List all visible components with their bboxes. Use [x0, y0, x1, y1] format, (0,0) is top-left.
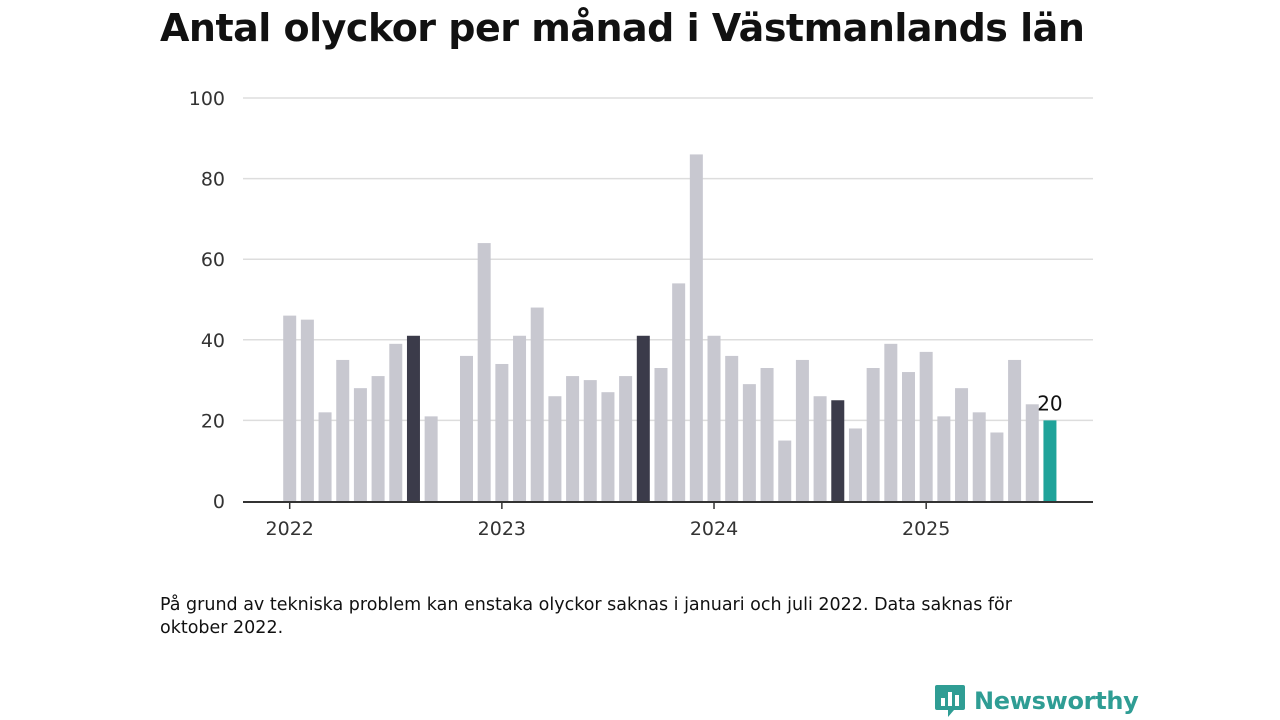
- bar-2024-12[interactable]: [902, 372, 915, 501]
- bar-2023-07[interactable]: [601, 392, 615, 501]
- bar-2025-01[interactable]: [919, 351, 933, 501]
- bar-2022-04[interactable]: [336, 359, 350, 501]
- bar-2023-06[interactable]: [583, 380, 597, 501]
- bar-2025-07[interactable]: [1025, 404, 1039, 501]
- y-tick-label: 20: [201, 410, 225, 432]
- bar-2023-04[interactable]: [548, 396, 562, 501]
- bar-2024-10[interactable]: [866, 368, 880, 501]
- newsworthy-logo-icon: [935, 685, 965, 717]
- x-tick-label: 2023: [478, 518, 526, 540]
- bar-2022-11[interactable]: [460, 355, 473, 501]
- bar-2024-04[interactable]: [760, 368, 774, 501]
- y-tick-label: 80: [201, 169, 225, 191]
- bar-2025-02[interactable]: [937, 416, 951, 501]
- bar-2024-09[interactable]: [848, 428, 862, 501]
- brand-logo[interactable]: Newsworthy: [934, 684, 1139, 718]
- bar-2024-03[interactable]: [742, 384, 756, 501]
- y-tick-label: 40: [201, 330, 225, 352]
- y-tick-label: 0: [213, 491, 225, 513]
- bar-2023-09[interactable]: [636, 335, 650, 501]
- bar-2025-06[interactable]: [1008, 359, 1022, 501]
- tick-labels: 0 20 40 60 80 100 20 2022 2023 2024 2025: [189, 88, 1063, 540]
- bar-2022-07[interactable]: [389, 343, 403, 501]
- bar-2024-01[interactable]: [707, 335, 721, 501]
- bar-chart: 0 20 40 60 80 100 20 2022 2023 2024 2025: [189, 88, 1093, 540]
- x-tick-label: 2025: [902, 518, 950, 540]
- brand-name: Newsworthy: [974, 687, 1139, 715]
- bar-2022-08[interactable]: [406, 335, 420, 501]
- bar-2022-09[interactable]: [424, 416, 438, 501]
- bar-2024-08[interactable]: [831, 400, 845, 501]
- bar-2023-10[interactable]: [654, 368, 668, 501]
- x-tick-label: 2022: [266, 518, 314, 540]
- chart-title: Antal olyckor per månad i Västmanlands l…: [160, 6, 1085, 50]
- bar-2022-05[interactable]: [353, 388, 367, 501]
- x-tick-label: 2024: [690, 518, 738, 540]
- bar-2024-02[interactable]: [725, 355, 739, 501]
- bar-2022-06[interactable]: [371, 376, 385, 501]
- bar-2023-02[interactable]: [513, 335, 527, 501]
- bar-2022-02[interactable]: [300, 319, 314, 501]
- bar-2023-03[interactable]: [530, 307, 544, 501]
- bar-2025-05[interactable]: [990, 432, 1004, 501]
- y-tick-label: 60: [201, 249, 225, 271]
- y-tick-label: 100: [189, 88, 225, 110]
- bar-2023-11[interactable]: [672, 283, 686, 501]
- footnote: På grund av tekniska problem kan enstaka…: [160, 595, 1012, 638]
- bar-2023-08[interactable]: [619, 376, 633, 501]
- bar-2024-07[interactable]: [813, 396, 827, 501]
- bar-2025-04[interactable]: [972, 412, 986, 501]
- bar-2025-08[interactable]: [1043, 420, 1057, 501]
- bar-2023-05[interactable]: [566, 376, 580, 501]
- data-label: 20: [1037, 391, 1062, 415]
- bar-2022-12[interactable]: [477, 243, 491, 501]
- x-axis: [243, 501, 1093, 509]
- bar-2024-06[interactable]: [795, 359, 809, 501]
- bar-2024-05[interactable]: [778, 440, 792, 501]
- bar-2025-03[interactable]: [955, 388, 969, 501]
- bars: [283, 154, 1057, 502]
- bar-2024-11[interactable]: [884, 343, 898, 501]
- bar-2023-01[interactable]: [495, 363, 509, 501]
- bar-2022-01[interactable]: [283, 315, 297, 501]
- bar-2022-03[interactable]: [318, 412, 332, 501]
- gridlines: [243, 97, 1093, 422]
- bar-2023-12[interactable]: [689, 154, 703, 502]
